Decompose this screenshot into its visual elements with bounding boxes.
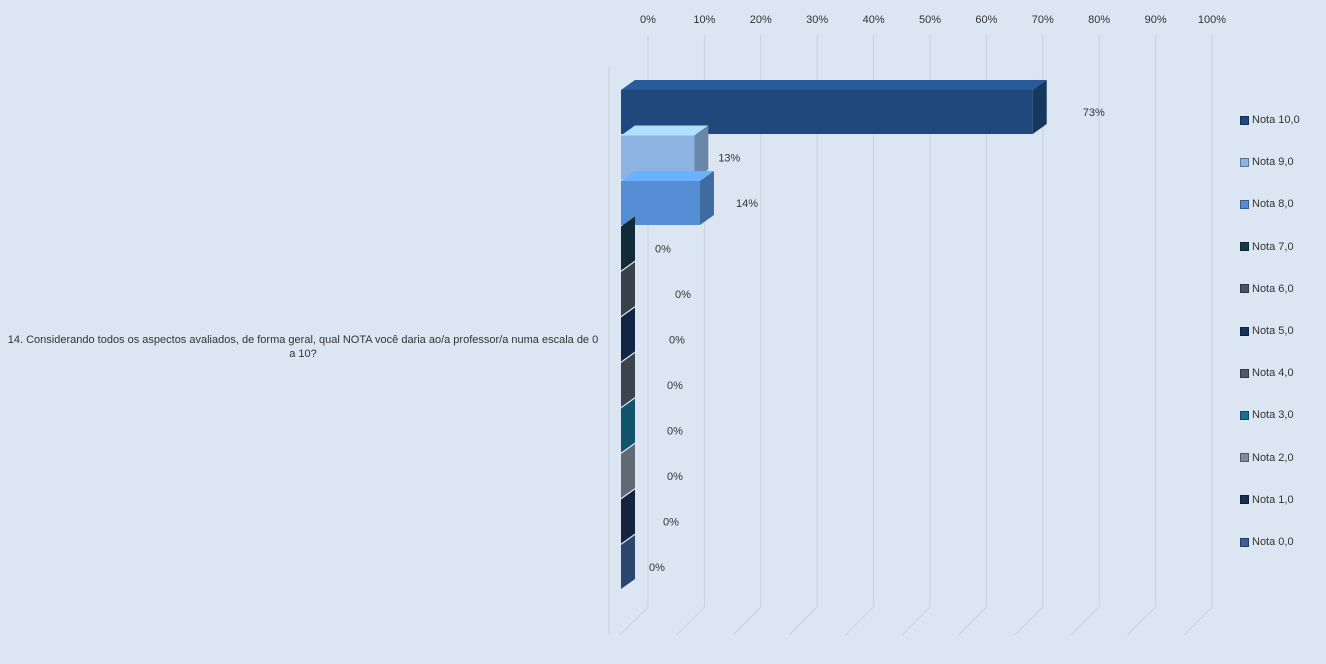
data-label: 0% [667,426,683,438]
bar-side-face [621,444,635,498]
legend-item: Nota 0,0 [1240,534,1294,550]
legend-swatch [1240,199,1249,209]
data-label: 13% [718,153,740,165]
bar-nota-2-0 [621,444,635,498]
legend-item: Nota 2,0 [1240,450,1294,466]
x-tick-label: 100% [1198,14,1226,26]
x-tick-label: 60% [975,14,997,26]
bar-side-face [621,398,635,453]
x-tick-label: 30% [806,14,828,26]
data-label: 0% [649,562,665,574]
bar-side-face [621,307,635,362]
bar-top-face [621,171,714,181]
legend-label: Nota 6,0 [1252,282,1294,295]
floor-gridline [732,606,762,636]
bar-nota-10-0 [621,80,1047,134]
bar-top-face [621,125,709,136]
x-tick-label: 20% [750,14,772,26]
legend-item: Nota 8,0 [1240,196,1294,212]
legend-item: Nota 10,0 [1240,112,1300,128]
legend-label: Nota 0,0 [1252,536,1294,548]
bar-side-face [621,489,635,544]
bar-nota-4-0 [621,353,635,407]
bar-nota-3-0 [621,398,635,453]
data-label: 0% [667,380,683,392]
bar-side-face [621,353,635,407]
bar-nota-7-0 [621,216,635,271]
legend-swatch [1240,326,1249,336]
bar-side-face [1032,80,1047,134]
legend-item: Nota 7,0 [1240,239,1294,255]
floor-gridline [1014,606,1044,636]
category-label: 14. Considerando todos os aspectos avali… [7,334,599,360]
floor-gridline [676,606,705,636]
bar-side-face [621,216,635,271]
x-tick-label: 90% [1145,14,1167,26]
x-tick-label: 40% [863,14,885,26]
bar-nota-6-0 [621,262,635,316]
legend-label: Nota 4,0 [1252,367,1294,380]
bar-side-face [621,535,635,589]
bars [621,80,1047,589]
legend-item: Nota 1,0 [1240,492,1294,508]
bar-side-face [699,171,714,225]
floor-gridline [1070,606,1100,636]
data-label: 73% [1083,107,1105,119]
floor-gridline [845,606,874,636]
legend-item: Nota 4,0 [1240,365,1294,381]
legend-label: Nota 5,0 [1252,325,1294,337]
legend-item: Nota 3,0 [1240,407,1294,423]
x-tick-label: 0% [640,14,656,26]
data-label: 0% [667,471,683,483]
legend-swatch [1240,495,1249,505]
data-label: 0% [663,517,679,529]
legend-item: Nota 6,0 [1240,281,1294,297]
x-tick-label: 50% [919,14,941,26]
legend-label: Nota 9,0 [1252,156,1294,169]
legend-swatch [1240,410,1249,420]
legend-label: Nota 8,0 [1252,198,1294,211]
bar-side-face [694,125,709,180]
legend-item: Nota 9,0 [1240,154,1294,170]
data-label: 0% [655,244,671,256]
x-tick-label: 80% [1088,14,1110,26]
legend-swatch [1240,537,1249,547]
data-label: 0% [675,289,691,301]
legend-label: Nota 1,0 [1252,493,1294,506]
legend-swatch [1240,157,1249,167]
legend-swatch [1240,284,1249,294]
floor-gridline [1127,606,1156,636]
floor-gridline [958,606,987,636]
legend-label: Nota 3,0 [1252,409,1294,422]
legend-label: Nota 7,0 [1252,240,1294,253]
floor-gridline [619,606,649,636]
floor-gridline [901,606,931,636]
data-label: 14% [736,198,758,210]
data-label: 0% [669,335,685,347]
legend-swatch [1240,368,1249,378]
legend-label: Nota 2,0 [1252,451,1294,464]
x-tick-label: 70% [1032,14,1054,26]
x-tick-label: 10% [693,14,715,26]
bar-nota-1-0 [621,489,635,544]
floor-gridline [788,606,818,636]
legend-swatch [1240,453,1249,463]
legend-swatch [1240,242,1249,252]
bar-top-face [621,80,1047,90]
x-axis-ticks: 0% 10% 20% 30% 40% 50% 60% 70% 80% 90% 100% [640,14,1226,26]
legend-item: Nota 5,0 [1240,323,1294,339]
floor-gridline [1183,606,1213,636]
bar-nota-0-0 [621,535,635,589]
bar-side-face [621,262,635,316]
legend-label: Nota 10,0 [1252,114,1300,126]
bar-nota-5-0 [621,307,635,362]
legend-swatch [1240,115,1249,125]
data-labels: 73% 13% 14% 0% 0% 0% 0% 0% 0% 0% 0% [649,107,1105,574]
bar-nota-8-0 [621,171,714,225]
